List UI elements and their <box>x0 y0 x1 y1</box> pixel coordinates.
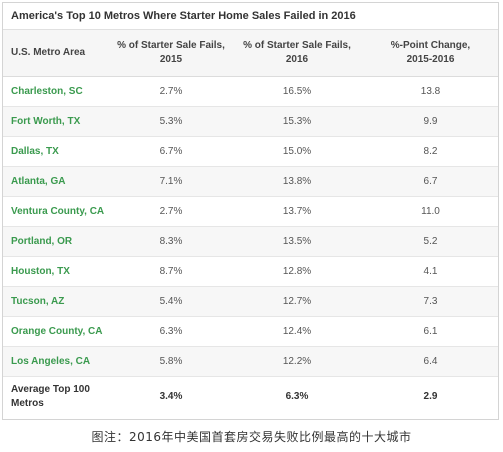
change-cell: 8.2 <box>363 136 498 167</box>
table-row: Charleston, SC 2.7% 16.5% 13.8 <box>3 76 498 107</box>
average-row: Average Top 100 Metros 3.4% 6.3% 2.9 <box>3 376 498 418</box>
fail-2015-cell: 6.7% <box>111 136 231 167</box>
fail-2016-cell: 12.2% <box>231 346 363 377</box>
header-fail-2015-line1: % of Starter Sale Fails, <box>117 39 225 51</box>
table-row: Tucson, AZ 5.4% 12.7% 7.3 <box>3 286 498 317</box>
fail-2016-cell: 15.3% <box>231 106 363 137</box>
header-fail-2015-line2: 2015 <box>159 53 183 65</box>
table-row: Orange County, CA 6.3% 12.4% 6.1 <box>3 316 498 347</box>
fail-2015-cell: 8.7% <box>111 256 231 287</box>
change-cell: 6.1 <box>363 316 498 347</box>
header-change: %-Point Change, 2015-2016 <box>363 30 498 77</box>
fail-2015-cell: 7.1% <box>111 166 231 197</box>
fail-2016-cell: 13.8% <box>231 166 363 197</box>
metro-name: Charleston, SC <box>3 76 111 107</box>
change-cell: 7.3 <box>363 286 498 317</box>
average-fail-2015: 3.4% <box>159 391 183 403</box>
change-cell: 9.9 <box>363 106 498 137</box>
fail-2015-cell: 5.4% <box>111 286 231 317</box>
metro-name: Los Angeles, CA <box>3 346 111 377</box>
header-metro: U.S. Metro Area <box>3 30 111 77</box>
fail-2015-cell: 5.8% <box>111 346 231 377</box>
table-row: Portland, OR 8.3% 13.5% 5.2 <box>3 226 498 257</box>
figure-caption: 图注：2016年中美国首套房交易失败比例最高的十大城市 <box>91 430 412 444</box>
metro-name: Orange County, CA <box>3 316 111 347</box>
fail-2016-cell: 12.7% <box>231 286 363 317</box>
fail-2016-cell: 13.5% <box>231 226 363 257</box>
header-fail-2016-line1: % of Starter Sale Fails, <box>243 39 351 51</box>
change-cell: 4.1 <box>363 256 498 287</box>
metro-name: Portland, OR <box>3 226 111 257</box>
change-cell: 6.4 <box>363 346 498 377</box>
table-row: Dallas, TX 6.7% 15.0% 8.2 <box>3 136 498 167</box>
table-row: Fort Worth, TX 5.3% 15.3% 9.9 <box>3 106 498 137</box>
fail-2016-cell: 13.7% <box>231 196 363 227</box>
fail-2016-cell: 15.0% <box>231 136 363 167</box>
metro-name: Atlanta, GA <box>3 166 111 197</box>
table-card: America's Top 10 Metros Where Starter Ho… <box>2 2 499 420</box>
metro-table: U.S. Metro Area % of Starter Sale Fails,… <box>3 30 498 418</box>
header-change-line2: 2015-2016 <box>406 53 455 65</box>
table-row: Atlanta, GA 7.1% 13.8% 6.7 <box>3 166 498 197</box>
fail-2016-cell: 16.5% <box>231 76 363 107</box>
metro-name: Dallas, TX <box>3 136 111 167</box>
metro-name: Fort Worth, TX <box>3 106 111 137</box>
average-fail-2016: 6.3% <box>285 391 309 403</box>
average-label-line2: Metros <box>11 398 44 410</box>
fail-2016-cell: 12.8% <box>231 256 363 287</box>
metro-name: Tucson, AZ <box>3 286 111 317</box>
fail-2016-cell: 12.4% <box>231 316 363 347</box>
table-title: America's Top 10 Metros Where Starter Ho… <box>3 3 498 30</box>
fail-2015-cell: 2.7% <box>111 76 231 107</box>
header-fail-2016-line2: 2016 <box>285 53 309 65</box>
change-cell: 5.2 <box>363 226 498 257</box>
fail-2015-cell: 5.3% <box>111 106 231 137</box>
fail-2015-cell: 2.7% <box>111 196 231 227</box>
fail-2015-cell: 8.3% <box>111 226 231 257</box>
header-fail-2016: % of Starter Sale Fails, 2016 <box>231 30 363 77</box>
header-row: U.S. Metro Area % of Starter Sale Fails,… <box>3 30 498 77</box>
table-row: Los Angeles, CA 5.8% 12.2% 6.4 <box>3 346 498 377</box>
change-cell: 6.7 <box>363 166 498 197</box>
average-change: 2.9 <box>423 391 438 403</box>
average-label-line1: Average Top 100 <box>11 384 90 396</box>
metro-name: Houston, TX <box>3 256 111 287</box>
table-row: Houston, TX 8.7% 12.8% 4.1 <box>3 256 498 287</box>
fail-2015-cell: 6.3% <box>111 316 231 347</box>
header-change-line1: %-Point Change, <box>390 39 471 51</box>
header-fail-2015: % of Starter Sale Fails, 2015 <box>111 30 231 77</box>
change-cell: 13.8 <box>363 76 498 107</box>
average-label: Average Top 100 Metros <box>3 376 111 418</box>
change-cell: 11.0 <box>363 196 498 227</box>
metro-name: Ventura County, CA <box>3 196 111 227</box>
table-row: Ventura County, CA 2.7% 13.7% 11.0 <box>3 196 498 227</box>
